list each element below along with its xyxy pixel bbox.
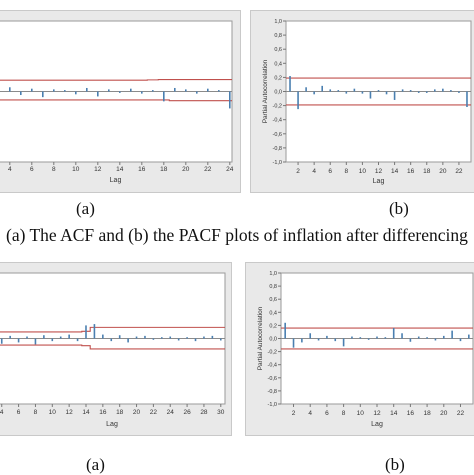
y-tick-label: 0,6 <box>274 47 282 53</box>
x-tick-label: 12 <box>94 166 102 173</box>
y-axis-label: Partial Autocorrelation <box>262 59 269 123</box>
pacf-panel-top: 2 4 6 8 10 12 14 16 18 20 22 Lag 1,0 0,8 0,6 0,4 0,2 0,0 -… <box>250 10 474 193</box>
acf-panel-bottom: 4 6 8 10 12 14 16 18 20 22 24 26 28 30 Lag <box>0 262 232 436</box>
y-axis-label: Partial Autocorrelation <box>257 306 264 370</box>
x-tick-label: 22 <box>204 166 212 173</box>
y-tick-label: 0,2 <box>274 75 282 81</box>
x-tick-label: 22 <box>150 409 158 416</box>
x-tick-label: 6 <box>325 410 329 417</box>
y-tick-label: -1,0 <box>273 160 282 166</box>
y-tick-label: 0,8 <box>269 284 277 290</box>
x-tick-label: 20 <box>133 409 141 416</box>
x-tick-label: 8 <box>52 166 56 173</box>
y-tick-label: -0,4 <box>268 363 277 369</box>
subcaption-b-bottom: (b) <box>385 455 405 474</box>
y-tick-label: -0,6 <box>273 132 282 138</box>
x-axis-label: Lag <box>106 421 118 428</box>
x-tick-label: 6 <box>328 168 332 175</box>
pacf-plot-bottom: 2 4 6 8 10 12 14 16 18 20 22 Lag 1,0 0,8 0,6 0,4 0,2 0,0 -… <box>257 271 474 428</box>
x-tick-label: 12 <box>373 410 381 417</box>
x-tick-label: 20 <box>440 410 448 417</box>
x-tick-label: 16 <box>407 410 415 417</box>
acf-plot-top: 4 6 8 10 12 14 16 18 20 22 24 Lag <box>0 20 234 184</box>
x-tick-label: 20 <box>439 168 447 175</box>
x-tick-label: 14 <box>390 410 398 417</box>
y-tick-label: 0,4 <box>274 61 282 67</box>
x-tick-label: 4 <box>308 410 312 417</box>
y-tick-label: 0,8 <box>274 33 282 39</box>
x-tick-label: 4 <box>0 409 4 416</box>
x-tick-label: 30 <box>217 409 225 416</box>
x-axis-label: Lag <box>373 178 385 185</box>
y-tick-label: 1,0 <box>274 19 282 25</box>
x-tick-label: 10 <box>49 409 57 416</box>
pacf-panel-bottom: 2 4 6 8 10 12 14 16 18 20 22 Lag 1,0 0,8 0,6 0,4 0,2 0,0 -… <box>245 262 474 436</box>
acf-plot-bottom: 4 6 8 10 12 14 16 18 20 22 24 26 28 30 Lag <box>0 272 226 428</box>
x-tick-label: 8 <box>345 168 349 175</box>
lower-significance-limit <box>0 344 225 350</box>
x-tick-label: 16 <box>407 168 415 175</box>
x-tick-label: 12 <box>66 409 74 416</box>
x-tick-label: 24 <box>167 409 175 416</box>
x-tick-label: 4 <box>8 166 12 173</box>
x-tick-label: 6 <box>30 166 34 173</box>
y-tick-label: 1,0 <box>269 271 277 277</box>
x-tick-label: 24 <box>226 166 234 173</box>
x-tick-label: 4 <box>312 168 316 175</box>
x-tick-label: 2 <box>296 168 300 175</box>
x-tick-label: 22 <box>457 410 465 417</box>
upper-significance-limit <box>0 78 232 81</box>
x-axis-label: Lag <box>371 421 383 428</box>
x-tick-label: 12 <box>375 168 383 175</box>
x-tick-label: 14 <box>116 166 124 173</box>
y-tick-label: 0,2 <box>269 323 277 329</box>
x-tick-label: 18 <box>423 168 431 175</box>
subcaption-b-top: (b) <box>389 199 409 218</box>
x-tick-label: 14 <box>82 409 90 416</box>
y-tick-label: -0,2 <box>268 350 277 356</box>
x-tick-label: 14 <box>391 168 399 175</box>
y-tick-label: -0,6 <box>268 376 277 382</box>
x-tick-label: 10 <box>357 410 365 417</box>
y-tick-label: 0,0 <box>274 90 282 96</box>
x-tick-label: 28 <box>200 409 208 416</box>
x-tick-label: 18 <box>116 409 124 416</box>
x-tick-label: 18 <box>423 410 431 417</box>
lower-significance-limit <box>0 99 232 102</box>
x-tick-label: 6 <box>17 409 21 416</box>
y-tick-label: 0,4 <box>269 310 277 316</box>
x-tick-label: 8 <box>34 409 38 416</box>
x-tick-label: 2 <box>292 410 296 417</box>
y-tick-label: 0,0 <box>269 337 277 343</box>
x-tick-label: 22 <box>455 168 463 175</box>
subcaption-a-bottom: (a) <box>86 455 105 474</box>
acf-panel-top: 4 6 8 10 12 14 16 18 20 22 24 Lag <box>0 10 241 193</box>
x-tick-label: 16 <box>138 166 146 173</box>
y-tick-label: -0,8 <box>273 146 282 152</box>
y-tick-label: -1,0 <box>268 402 277 408</box>
x-tick-label: 20 <box>182 166 190 173</box>
x-tick-label: 10 <box>72 166 80 173</box>
x-tick-label: 10 <box>359 168 367 175</box>
y-tick-label: -0,8 <box>268 389 277 395</box>
x-tick-label: 26 <box>183 409 191 416</box>
pacf-plot-top: 2 4 6 8 10 12 14 16 18 20 22 Lag 1,0 0,8 0,6 0,4 0,2 0,0 -… <box>262 19 472 185</box>
subcaption-a-top: (a) <box>76 199 95 218</box>
figure-caption: (a) The ACF and (b) the PACF plots of in… <box>6 225 468 245</box>
y-tick-label: -0,2 <box>273 104 282 110</box>
x-axis-label: Lag <box>110 177 122 184</box>
y-tick-label: 0,6 <box>269 297 277 303</box>
x-tick-label: 18 <box>160 166 168 173</box>
y-tick-label: -0,4 <box>273 118 282 124</box>
x-tick-label: 8 <box>342 410 346 417</box>
x-tick-label: 16 <box>99 409 107 416</box>
